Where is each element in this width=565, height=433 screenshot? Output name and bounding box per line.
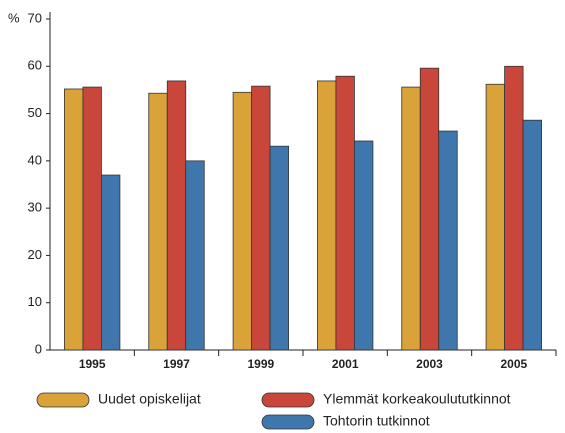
bar [166, 80, 187, 351]
bar [485, 83, 505, 351]
bar [269, 145, 289, 351]
x-tick-label: 2005 [500, 357, 527, 371]
x-tick-label: 1999 [247, 357, 274, 371]
bar [251, 85, 271, 351]
bar [82, 86, 102, 351]
y-tick-label: 0 [35, 341, 42, 356]
bar [354, 140, 374, 351]
y-tick-label: 60 [28, 58, 42, 73]
bar [64, 88, 84, 351]
legend-label: Ylemmät korkeakoulututkinnot [323, 391, 511, 407]
legend-label: Uudet opiskelijat [98, 391, 201, 407]
legend-label: Tohtorin tutkinnot [323, 413, 430, 429]
x-tick-label: 2001 [332, 357, 359, 371]
legend-swatch [261, 414, 315, 430]
bar [504, 65, 524, 351]
y-tick-label: 50 [28, 105, 42, 120]
bar [185, 160, 205, 351]
y-axis-label: % [8, 10, 20, 25]
bar [438, 130, 458, 351]
y-tick-label: 40 [28, 152, 42, 167]
y-tick-label: 30 [28, 200, 42, 215]
x-tick-label: 1997 [163, 357, 190, 371]
y-tick-label: 10 [28, 294, 42, 309]
bar [232, 91, 252, 351]
bar [148, 92, 168, 351]
bar [101, 174, 121, 351]
bar [401, 86, 421, 351]
legend-swatch [261, 392, 315, 408]
x-tick-label: 1995 [79, 357, 106, 371]
bar [335, 75, 355, 351]
bar [419, 67, 440, 351]
bar [317, 80, 337, 351]
y-tick-label: 70 [28, 10, 42, 25]
bar [522, 119, 542, 351]
legend-swatch [36, 392, 90, 408]
y-tick-label: 20 [28, 247, 42, 262]
x-tick-label: 2003 [416, 357, 443, 371]
